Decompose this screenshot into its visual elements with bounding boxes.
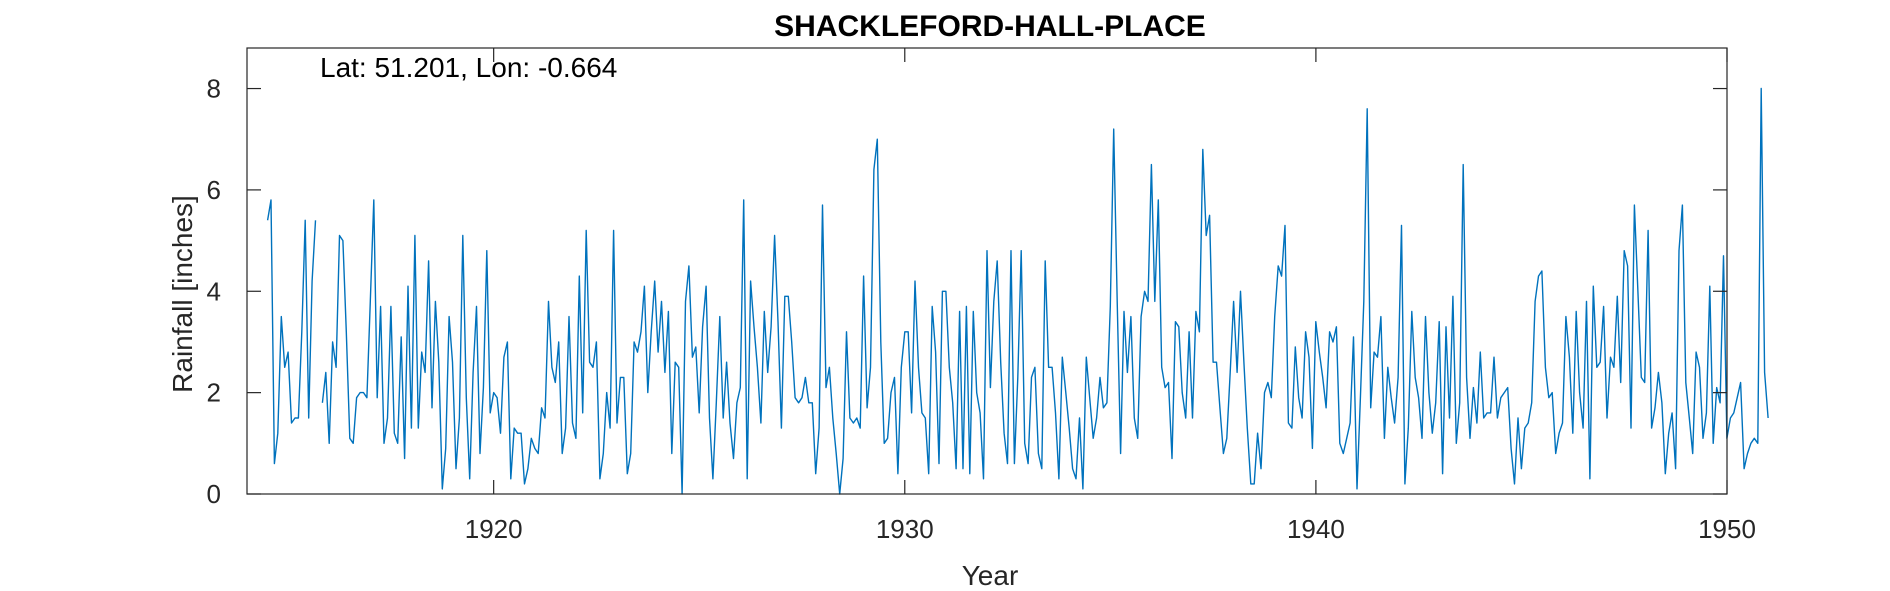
- y-tick-label: 4: [207, 276, 221, 306]
- y-tick-label: 6: [207, 175, 221, 205]
- x-tick-label: 1950: [1698, 514, 1756, 544]
- y-tick-labels: 0 2 4 6 8: [207, 74, 221, 509]
- x-axis-label: Year: [962, 560, 1019, 591]
- x-tick-label: 1920: [465, 514, 523, 544]
- ticks: [247, 48, 1728, 495]
- axes-box: [246, 47, 1728, 495]
- x-tick-label: 1930: [876, 514, 934, 544]
- y-tick-label: 2: [207, 378, 221, 408]
- y-tick-label: 8: [207, 74, 221, 104]
- y-tick-label: 0: [207, 479, 221, 509]
- y-axis-label: Rainfall [inches]: [167, 195, 198, 393]
- x-tick-label: 1940: [1287, 514, 1345, 544]
- plot-area: 1920 1930 1940 1950 0 2 4 6 8: [207, 47, 1769, 544]
- rainfall-series-line: [266, 87, 1769, 495]
- x-tick-labels: 1920 1930 1940 1950: [465, 514, 1756, 544]
- chart-title: SHACKLEFORD-HALL-PLACE: [774, 10, 1206, 43]
- location-annotation: Lat: 51.201, Lon: -0.664: [320, 52, 617, 83]
